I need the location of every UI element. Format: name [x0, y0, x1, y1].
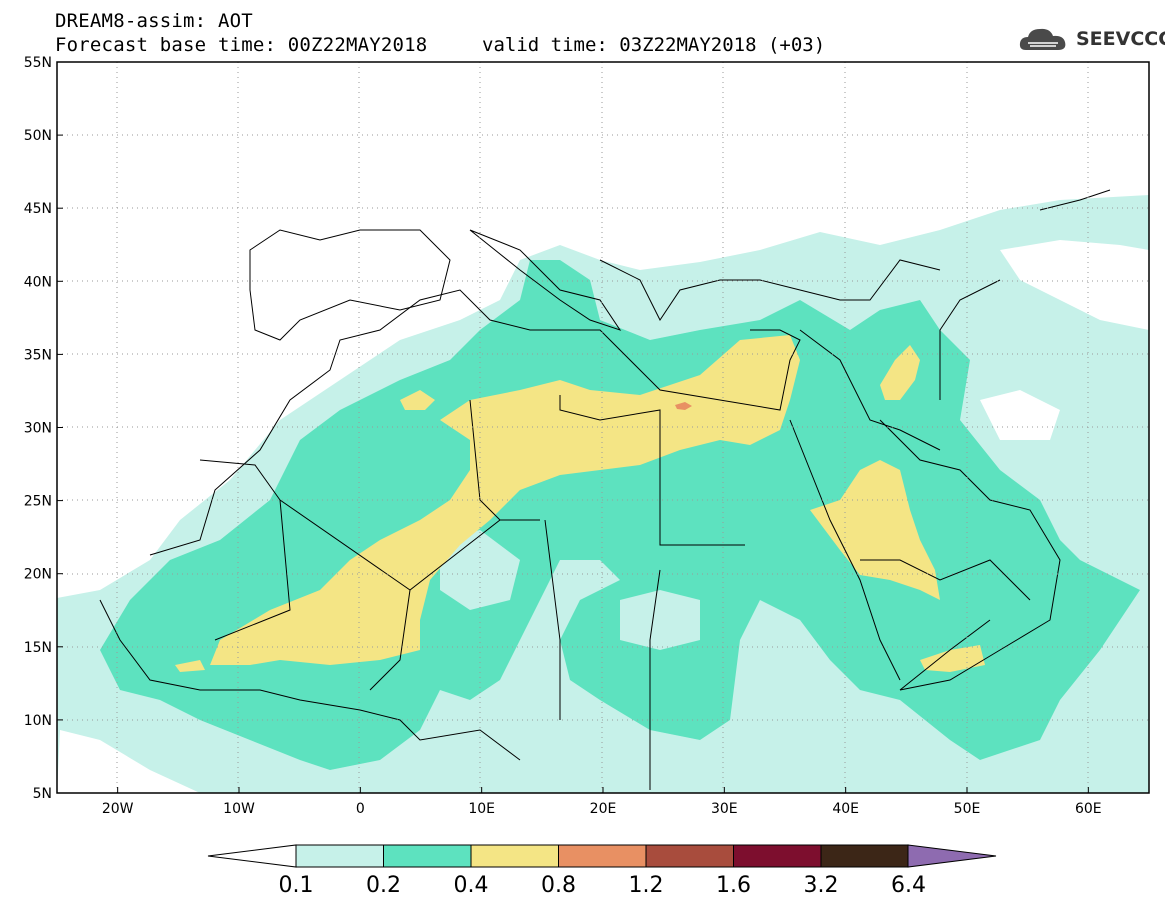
colorbar-label: 1.6 [716, 873, 751, 898]
latitude-labels: 55N 50N 45N 40N 35N 30N 25N 20N 15N 10N 5N [24, 55, 63, 802]
country-borders [199, 279, 1031, 790]
colorbar-over-arrow [907, 844, 997, 868]
lon-tick-label: 40E [832, 801, 859, 817]
aot-region-0.4 [810, 460, 940, 600]
gridlines [57, 62, 1149, 793]
lon-tick-label: 0 [356, 801, 365, 817]
lat-tick-label: 30N [24, 421, 52, 437]
lat-tick-label: 45N [24, 201, 52, 217]
colorbar-label: 0.2 [366, 873, 401, 898]
valid-time: valid time: 03Z22MAY2018 (+03) [482, 34, 826, 56]
lon-tick-label: 30E [711, 801, 738, 817]
aot-clear-hole [980, 390, 1060, 440]
colorbar-box [470, 844, 559, 868]
colorbar-box [733, 844, 822, 868]
colorbar-label: 0.8 [541, 873, 576, 898]
colorbar-box [645, 844, 734, 868]
aot-hole-0.1 [620, 590, 700, 650]
lat-tick-label: 40N [24, 274, 52, 290]
aot-region-0.4 [210, 335, 800, 665]
forecast-base-time: Forecast base time: 00Z22MAY2018 [55, 34, 428, 56]
lat-tick-label: 20N [24, 567, 52, 583]
seevccc-logo: SEEVCCC [1018, 24, 1165, 54]
colorbar-box [383, 844, 472, 868]
aot-contours [57, 62, 1149, 793]
colorbar-box [820, 844, 909, 868]
colorbar-under-arrow [207, 844, 297, 868]
lon-tick-label: 10W [223, 801, 255, 817]
lat-tick-label: 10N [24, 713, 52, 729]
aot-region-0.4 [920, 645, 985, 672]
lat-tick-label: 50N [24, 128, 52, 144]
colorbar-label: 0.1 [279, 873, 314, 898]
aot-region-0.4 [175, 660, 205, 672]
aot-region-0.4 [400, 390, 435, 410]
coastlines [99, 189, 1111, 761]
lat-tick-label: 35N [24, 347, 52, 363]
lon-tick-label: 50E [954, 801, 981, 817]
colorbar-label: 0.4 [454, 873, 489, 898]
aot-clear-hole [1000, 240, 1149, 330]
colorbar-label: 1.2 [629, 873, 664, 898]
aot-region-0.4 [880, 345, 920, 400]
colorbar-label: 3.2 [804, 873, 839, 898]
aot-clear-hole [57, 730, 200, 793]
aot-hole-0.1 [440, 530, 520, 610]
lat-tick-label: 55N [24, 55, 52, 71]
longitude-labels: 20W 10W 0 10E 20E 30E 40E 50E 60E [102, 787, 1102, 817]
lon-tick-label: 20W [102, 801, 134, 817]
map-title: DREAM8-assim: AOT [55, 10, 253, 32]
lon-tick-label: 60E [1075, 801, 1102, 817]
lat-tick-label: 5N [33, 786, 52, 802]
lon-tick-label: 20E [590, 801, 617, 817]
colorbar-label: 6.4 [891, 873, 926, 898]
aot-region-0.8 [675, 402, 692, 410]
colorbar-box [558, 844, 647, 868]
lon-tick-label: 10E [468, 801, 495, 817]
colorbar: 0.1 0.2 0.4 0.8 1.2 1.6 3.2 6.4 [207, 844, 997, 898]
cloud-icon [1019, 28, 1066, 50]
lat-tick-label: 15N [24, 640, 52, 656]
colorbar-box [295, 844, 384, 868]
logo-text: SEEVCCC [1076, 28, 1165, 50]
lat-tick-label: 25N [24, 494, 52, 510]
